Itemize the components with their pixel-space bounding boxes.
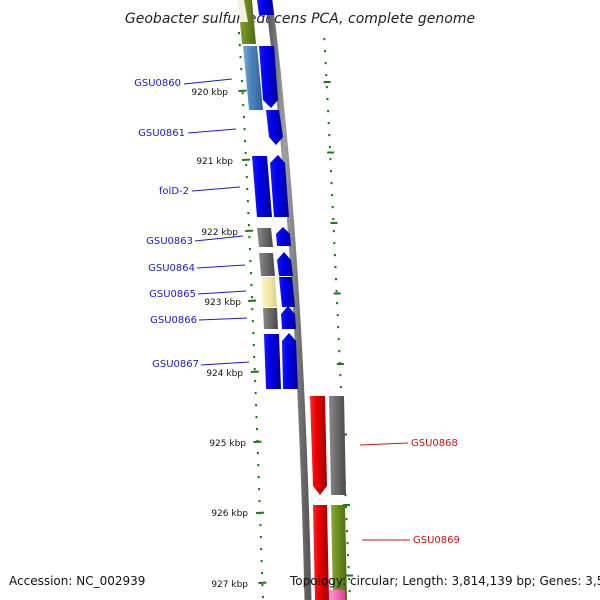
feature-gsu0861[interactable] [266, 110, 283, 145]
feature-gsu0863-cds[interactable] [276, 227, 291, 246]
feature-gsu0863[interactable] [257, 228, 273, 247]
feature-gsu0866[interactable] [263, 308, 278, 329]
feature-gsu0864[interactable] [259, 253, 275, 276]
gene-label-gsu0864[interactable]: GSU0864 [148, 263, 195, 274]
accession-text: Accession: NC_002939 [9, 574, 146, 588]
feature-fold-2[interactable] [252, 156, 272, 217]
feature-gsu0868[interactable] [310, 396, 327, 495]
feature-gsu0860[interactable] [243, 46, 263, 110]
leader-gsu0861 [187, 128, 237, 134]
feature-gsu0867[interactable] [264, 334, 281, 389]
kbp-label-921: 921 kbp [196, 157, 233, 167]
kbp-label-924: 924 kbp [206, 369, 243, 379]
leader-gsu0868 [359, 442, 409, 446]
inner-tick-circle [237, 32, 267, 599]
reverse-strand-features [310, 396, 347, 600]
leader-gsu0863 [194, 235, 244, 242]
gene-label-gsu0868[interactable]: GSU0868 [411, 438, 458, 449]
feature-fold-2-cds[interactable] [270, 155, 289, 217]
feature-gsu0869[interactable] [313, 505, 329, 600]
leader-gsu0860 [183, 78, 233, 85]
gene-label-gsu0863[interactable]: GSU0863 [146, 236, 193, 247]
gene-label-gsu0866[interactable]: GSU0866 [150, 315, 197, 326]
kbp-label-925: 925 kbp [209, 439, 246, 449]
leader-gsu0864 [196, 264, 246, 269]
kbp-tick-labels: 920 kbp 921 kbp 922 kbp 923 kbp 924 kbp … [191, 88, 248, 590]
gene-label-gsu0861[interactable]: GSU0861 [138, 128, 185, 139]
forward-strand-features [237, 0, 298, 389]
leader-gsu0866 [198, 317, 248, 321]
genome-title: Geobacter sulfurreducens PCA, complete g… [125, 11, 475, 27]
gene-labels: GSU0860 GSU0861 folD-2 GSU0863 GSU0864 G… [134, 78, 460, 546]
gene-label-gsu0867[interactable]: GSU0867 [152, 359, 199, 370]
genome-summary-text: Topology: circular; Length: 3,814,139 bp… [290, 574, 600, 588]
gene-label-gsu0869[interactable]: GSU0869 [413, 535, 460, 546]
leader-gsu0867 [200, 361, 250, 366]
kbp-label-920: 920 kbp [191, 88, 228, 98]
feature-gsu0866-cds[interactable] [281, 306, 296, 329]
feature-gsu0865-cds[interactable] [279, 277, 295, 307]
feature-gsu0865[interactable] [261, 277, 277, 307]
feature-gsu0868-gray[interactable] [329, 396, 346, 495]
feature-gsu0864-cds[interactable] [277, 252, 293, 276]
kbp-label-926: 926 kbp [211, 509, 248, 519]
feature-gsu0867-cds[interactable] [282, 333, 298, 389]
gene-label-gsu0860[interactable]: GSU0860 [134, 78, 181, 89]
leader-fold-2 [191, 186, 241, 192]
feature-partial-blue [257, 0, 274, 15]
gene-label-fold-2[interactable]: folD-2 [159, 186, 189, 197]
kbp-label-923: 923 kbp [204, 298, 241, 308]
kbp-label-922: 922 kbp [201, 228, 238, 238]
feature-gsu0860-upper-cds[interactable] [259, 46, 278, 108]
kbp-label-927: 927 kbp [211, 580, 248, 590]
genome-backbone [265, 0, 312, 600]
gene-label-leaders [183, 78, 410, 541]
feature-partial-white [237, 0, 248, 22]
gene-label-gsu0865[interactable]: GSU0865 [149, 289, 196, 300]
feature-partial-pink [329, 590, 345, 600]
leader-gsu0865 [197, 290, 247, 295]
feature-gsu0869-olive[interactable] [331, 505, 347, 600]
